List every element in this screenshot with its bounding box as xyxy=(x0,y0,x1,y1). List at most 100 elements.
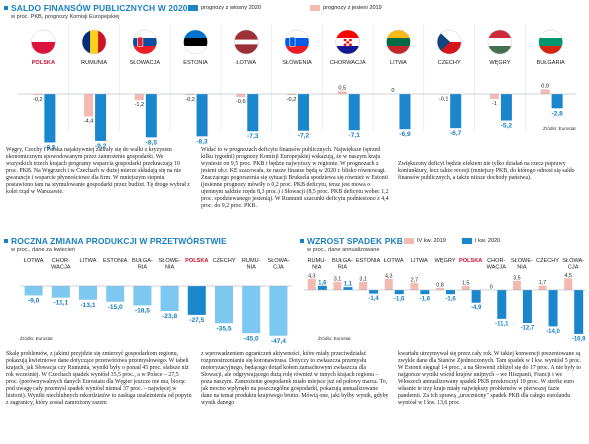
autumn-value-1: -4,4 xyxy=(84,118,94,124)
gdp-q1-bar-5 xyxy=(446,290,455,295)
prod-country-label-4-line0: BUŁGA- xyxy=(132,258,153,264)
top-text-col3: Zwiększony deficyt będzie efektem nie ty… xyxy=(398,161,575,182)
legend-q1-swatch xyxy=(462,238,472,244)
prod-bar-3 xyxy=(106,286,125,302)
gdp-country-label-6-line0: POLSKA xyxy=(459,258,482,264)
spring-bar-7 xyxy=(399,94,411,130)
autumn-value-8: -0,1 xyxy=(439,97,449,103)
gdp-q1-value-0: 1,6 xyxy=(318,280,327,286)
prod-country-label-8-line0: RUMU- xyxy=(242,258,261,264)
prod-bar-4 xyxy=(133,286,152,306)
autumn-bar-1 xyxy=(84,94,94,117)
gdp-q4-value-7: 0 xyxy=(490,285,493,291)
gdp-country-label-3-line0: ŁOTWA xyxy=(384,258,404,264)
prod-value-1: -11,1 xyxy=(53,300,68,307)
spring-bar-4 xyxy=(247,94,259,132)
prod-country-label-9-line0: SŁOWA- xyxy=(267,258,289,264)
br-title-marker xyxy=(300,239,304,243)
autumn-value-9: -1 xyxy=(492,101,497,107)
gdp-country-label-8-line0: SŁOWE- xyxy=(511,258,533,264)
legend-spring-swatch xyxy=(188,5,198,11)
autumn-bar-8 xyxy=(439,94,449,95)
gdp-country-label-0-line0: RUMU- xyxy=(307,258,326,264)
spring-bar-8 xyxy=(450,94,462,129)
autumn-value-6: 0,5 xyxy=(338,85,346,91)
bl-title-marker xyxy=(4,239,8,243)
spring-value-0: -9,5 xyxy=(44,144,56,151)
gdp-q1-bar-6 xyxy=(471,290,481,303)
gdp-q1-bar-2 xyxy=(369,290,379,294)
flag-lv-icon xyxy=(234,29,259,55)
country-label-7: LITWA xyxy=(390,60,407,66)
gdp-q1-bar-3 xyxy=(394,290,404,295)
autumn-bar-2 xyxy=(134,94,144,101)
prod-country-label-5-line0: SŁOWE- xyxy=(159,258,181,264)
gdp-q1-value-4: -1,6 xyxy=(420,297,431,303)
spring-bar-3 xyxy=(196,94,208,137)
country-label-8: CZECHY xyxy=(438,60,461,66)
gdp-q4-value-10: 4,5 xyxy=(564,273,572,279)
country-label-4: ŁOTWA xyxy=(236,60,256,66)
prod-country-label-2-line0: LITWA xyxy=(80,258,97,264)
gdp-q4-bar-1 xyxy=(333,281,342,290)
top-chart-source: Źródło: Eurostat xyxy=(543,126,576,131)
bl-chart-title: ROCZNA ZMIANA PRODUKCJI W PRZETWÓRSTWIE xyxy=(11,236,227,246)
top-chart: POLSKA -0,2 -9,5 RUMUNIA -4,4 -9,2 SŁOWACJA -1,… xyxy=(18,24,576,151)
prod-bar-5 xyxy=(160,286,179,311)
flag-hr-icon xyxy=(335,29,360,55)
gdp-q4-value-0: 4,3 xyxy=(308,273,316,279)
prod-country-label-5-line1: NIA xyxy=(165,265,175,271)
prod-bar-1 xyxy=(51,286,70,298)
gdp-q4-bar-0 xyxy=(307,278,316,290)
flag-lt-icon xyxy=(386,29,411,55)
autumn-value-3: -0,2 xyxy=(185,97,195,103)
prod-value-9: -47,4 xyxy=(271,338,286,345)
prod-country-label-0-line0: ŁOTWA xyxy=(24,258,44,264)
gdp-q4-value-8: 3,5 xyxy=(513,275,521,281)
gdp-q1-value-1: 1,1 xyxy=(344,282,353,288)
flag-ee-icon xyxy=(183,29,208,55)
spring-value-5: -7,2 xyxy=(298,133,310,140)
gdp-q4-value-9: 1,7 xyxy=(539,280,547,286)
gdp-q4-value-5: 0,8 xyxy=(436,282,444,288)
spring-bar-2 xyxy=(145,94,157,138)
gdp-country-label-5-line0: WĘGRY xyxy=(434,258,455,264)
gdp-q4-value-1: 3,1 xyxy=(334,276,342,282)
legend-q4-label: IV kw. 2019 xyxy=(417,238,446,244)
br-chart-title: WZROST SPADEK PKB xyxy=(307,236,403,246)
gdp-q4-bar-10 xyxy=(564,278,573,290)
prod-value-7: -35,5 xyxy=(216,325,231,332)
autumn-value-7: 0 xyxy=(391,88,394,94)
autumn-bar-0 xyxy=(33,94,43,96)
spring-value-3: -8,3 xyxy=(196,138,208,145)
br-chart-subtitle: w proc., dane annualizowane xyxy=(307,247,380,253)
autumn-bar-5 xyxy=(287,94,296,96)
top-chart-subtitle: w proc. PKB, prognozy Komisji Europejski… xyxy=(11,14,120,20)
spring-value-8: -6,7 xyxy=(450,130,462,137)
gdp-country-label-7-line1: WACJA xyxy=(487,265,507,271)
top-chart-title: SALDO FINANSÓW PUBLICZNYCH W 2020 R. xyxy=(11,3,199,13)
gdp-q4-value-3: 4,3 xyxy=(385,273,393,279)
prod-bar-7 xyxy=(215,286,233,324)
country-label-10: BUŁGARIA xyxy=(536,60,565,66)
country-label-3: ESTONIA xyxy=(183,60,208,66)
prod-country-label-6-line0: POLSKA xyxy=(185,258,208,264)
bl-chart-subtitle: w proc., dane za kwiecień xyxy=(11,247,76,253)
prod-country-label-1-line1: WACJA xyxy=(51,265,71,271)
autumn-value-0: -0,2 xyxy=(33,97,43,103)
prod-value-8: -45,0 xyxy=(244,335,259,342)
prod-country-label-3-line0: ESTONIA xyxy=(103,258,128,264)
legend-q1-label: I kw. 2020 xyxy=(475,238,501,244)
spring-bar-10 xyxy=(551,94,563,109)
spring-bar-9 xyxy=(500,94,512,121)
br-chart-source: Źródło: Eurostat xyxy=(318,336,351,341)
gdp-q1-value-8: -12,7 xyxy=(521,326,535,332)
autumn-bar-6 xyxy=(337,91,347,94)
autumn-value-10: 0,9 xyxy=(541,83,549,89)
gdp-q4-bar-3 xyxy=(384,278,393,290)
legend-autumn-label: prognozy z jesieni 2019 xyxy=(323,5,382,11)
gdp-country-label-10-line0: SŁOWA- xyxy=(562,258,584,264)
prod-value-6: -27,5 xyxy=(189,317,204,324)
gdp-q4-bar-2 xyxy=(359,281,368,290)
flag-si-icon xyxy=(284,29,310,55)
